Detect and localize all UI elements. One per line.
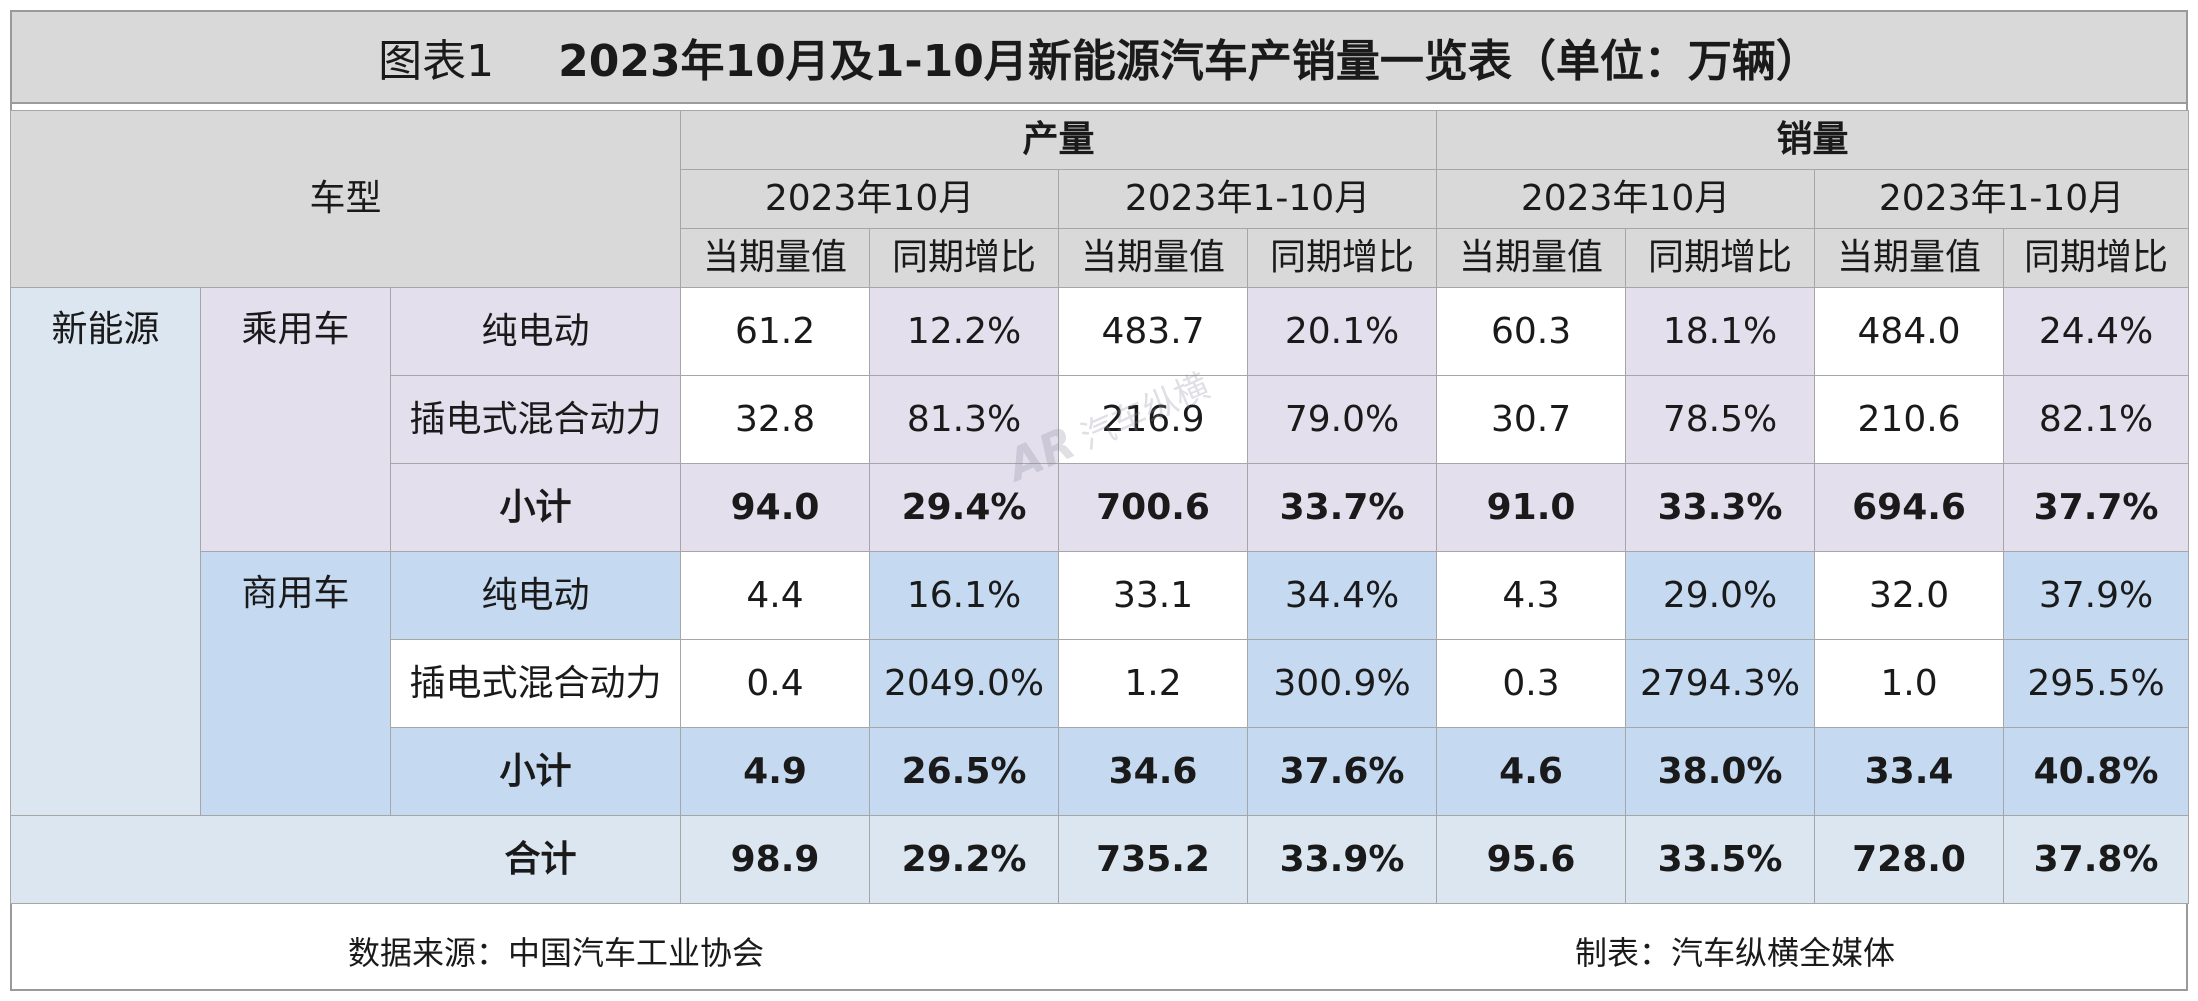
cell-value: 32.8 <box>680 375 871 464</box>
table-row: 小计 4.9 26.5% 34.6 37.6% 4.6 38.0% 33.4 4… <box>11 727 2190 816</box>
title-text: 2023年10月及1-10月新能源汽车产销量一览表（单位：万辆） <box>558 36 1820 87</box>
cell-value: 95.6 <box>1436 815 1627 904</box>
cell-yoy: 16.1% <box>869 551 1060 640</box>
cell-value: 0.4 <box>680 639 871 728</box>
row-label-phev: 插电式混合动力 <box>389 639 682 728</box>
table-row: 新能源 乘用车 纯电动 61.2 12.2% 483.7 20.1% 60.3 … <box>10 287 2190 816</box>
cell-value: 33.4 <box>1814 727 2005 816</box>
cell-yoy: 24.4% <box>2003 287 2190 376</box>
row-label-subtotal: 小计 <box>389 727 682 816</box>
row-label-phev: 插电式混合动力 <box>389 375 682 464</box>
header-value: 当期量值 <box>1058 228 1249 288</box>
row-label-bev: 纯电动 <box>389 287 682 376</box>
header-yoy: 同期增比 <box>1247 228 1438 288</box>
cell-value: 98.9 <box>680 815 871 904</box>
cell-value: 4.4 <box>680 551 871 640</box>
table-title: 图表1 2023年10月及1-10月新能源汽车产销量一览表（单位：万辆） <box>10 10 2188 104</box>
cell-yoy: 37.9% <box>2003 551 2190 640</box>
cell-yoy: 33.3% <box>1625 463 1816 552</box>
table-row: 合计 98.9 29.2% 735.2 33.9% 95.6 33.5% 728… <box>9 815 2190 904</box>
cell-value: 61.2 <box>680 287 871 376</box>
table-row: 小计 94.0 29.4% 700.6 33.7% 91.0 33.3% 694… <box>11 463 2190 552</box>
header-yoy: 同期增比 <box>869 228 1060 288</box>
header-vehicle-type: 车型 <box>9 110 682 288</box>
cell-value: 1.0 <box>1814 639 2005 728</box>
cell-yoy: 29.2% <box>869 815 1060 904</box>
cell-yoy: 37.8% <box>2003 815 2190 904</box>
cell-value: 30.7 <box>1436 375 1627 464</box>
category-passenger: 乘用车 <box>200 287 391 552</box>
header-yoy: 同期增比 <box>2003 228 2190 288</box>
cell-yoy: 12.2% <box>869 287 1060 376</box>
footer: 数据来源：中国汽车工业协会 制表：汽车纵横全媒体 <box>10 908 2188 991</box>
cell-value: 1.2 <box>1058 639 1249 728</box>
data-table: 车型 产量 销量 2023年10月 2023年1-10月 2023年10月 20… <box>9 110 2190 904</box>
cell-value: 210.6 <box>1814 375 2005 464</box>
header-value: 当期量值 <box>1814 228 2005 288</box>
cell-value: 91.0 <box>1436 463 1627 552</box>
cell-value: 0.3 <box>1436 639 1627 728</box>
row-label-subtotal: 小计 <box>389 463 682 552</box>
cell-yoy: 295.5% <box>2003 639 2190 728</box>
header-sales-ytd: 2023年1-10月 <box>1814 169 2190 229</box>
cell-value: 483.7 <box>1058 287 1249 376</box>
row-label-total: 合计 <box>9 815 682 904</box>
table-row: 插电式混合动力 32.8 81.3% 216.9 79.0% 30.7 78.5… <box>11 375 2190 464</box>
header-yoy: 同期增比 <box>1625 228 1816 288</box>
cell-value: 484.0 <box>1814 287 2005 376</box>
cell-yoy: 78.5% <box>1625 375 1816 464</box>
table-maker: 制表：汽车纵横全媒体 <box>1575 934 1896 972</box>
cell-value: 60.3 <box>1436 287 1627 376</box>
category-nev: 新能源 <box>10 287 201 816</box>
cell-yoy: 34.4% <box>1247 551 1438 640</box>
data-source: 数据来源：中国汽车工业协会 <box>348 934 765 972</box>
header-production: 产量 <box>680 110 1438 170</box>
cell-value: 216.9 <box>1058 375 1249 464</box>
cell-yoy: 40.8% <box>2003 727 2190 816</box>
cell-yoy: 37.6% <box>1247 727 1438 816</box>
header-value: 当期量值 <box>1436 228 1627 288</box>
cell-yoy: 38.0% <box>1625 727 1816 816</box>
cell-yoy: 300.9% <box>1247 639 1438 728</box>
header-value: 当期量值 <box>680 228 871 288</box>
cell-value: 32.0 <box>1814 551 2005 640</box>
cell-yoy: 81.3% <box>869 375 1060 464</box>
cell-value: 735.2 <box>1058 815 1249 904</box>
cell-value: 33.1 <box>1058 551 1249 640</box>
cell-yoy: 33.9% <box>1247 815 1438 904</box>
cell-yoy: 33.5% <box>1625 815 1816 904</box>
cell-yoy: 2794.3% <box>1625 639 1816 728</box>
cell-value: 4.9 <box>680 727 871 816</box>
cell-yoy: 18.1% <box>1625 287 1816 376</box>
table-row: 商用车 纯电动 4.4 16.1% 33.1 34.4% 4.3 29.0% 3… <box>11 551 2190 816</box>
cell-yoy: 33.7% <box>1247 463 1438 552</box>
header-prod-month: 2023年10月 <box>680 169 1060 229</box>
category-commercial: 商用车 <box>200 551 391 816</box>
figure-number: 图表1 <box>378 36 495 87</box>
total-label: 合计 <box>504 838 577 880</box>
cell-yoy: 20.1% <box>1247 287 1438 376</box>
cell-value: 94.0 <box>680 463 871 552</box>
cell-value: 694.6 <box>1814 463 2005 552</box>
row-label-bev: 纯电动 <box>389 551 682 640</box>
header-sales: 销量 <box>1436 110 2190 170</box>
cell-yoy: 82.1% <box>2003 375 2190 464</box>
cell-yoy: 29.4% <box>869 463 1060 552</box>
cell-value: 4.6 <box>1436 727 1627 816</box>
cell-yoy: 79.0% <box>1247 375 1438 464</box>
cell-value: 700.6 <box>1058 463 1249 552</box>
cell-value: 728.0 <box>1814 815 2005 904</box>
cell-value: 4.3 <box>1436 551 1627 640</box>
header-sales-month: 2023年10月 <box>1436 169 1816 229</box>
cell-yoy: 29.0% <box>1625 551 1816 640</box>
header-prod-ytd: 2023年1-10月 <box>1058 169 1438 229</box>
cell-yoy: 2049.0% <box>869 639 1060 728</box>
cell-yoy: 37.7% <box>2003 463 2190 552</box>
cell-yoy: 26.5% <box>869 727 1060 816</box>
cell-value: 34.6 <box>1058 727 1249 816</box>
